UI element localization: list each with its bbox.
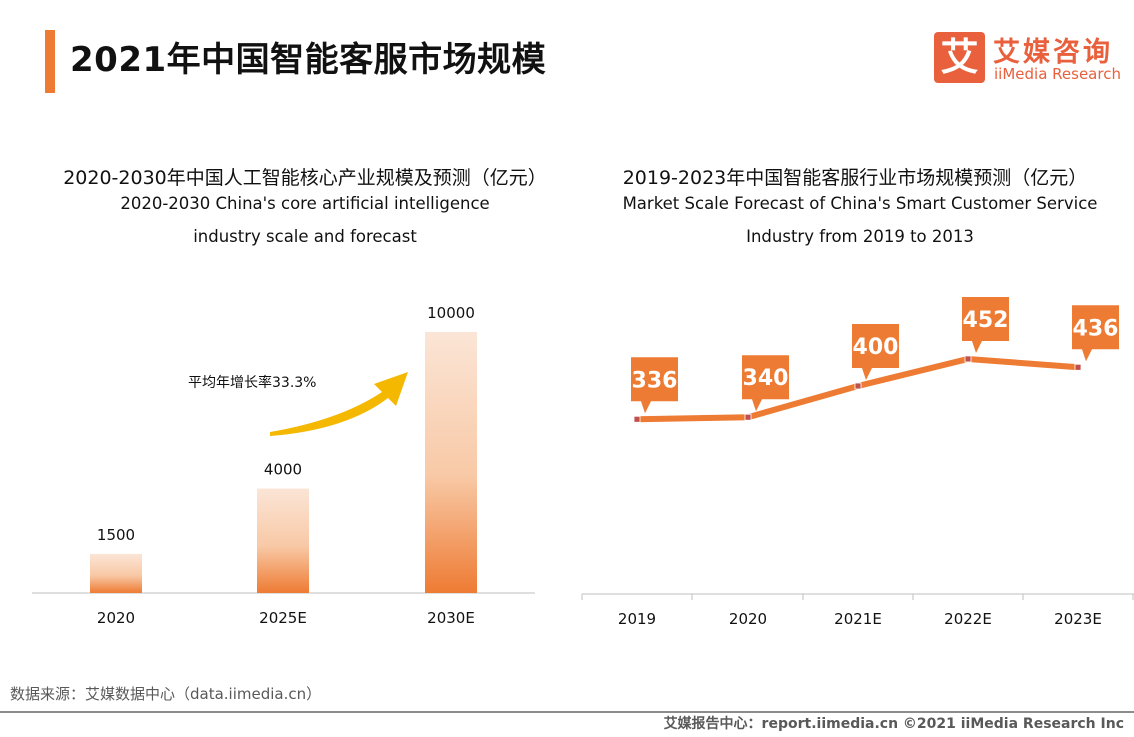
data-point <box>854 382 862 390</box>
data-point <box>744 413 752 421</box>
footer-copyright: 艾媒报告中心：report.iimedia.cn ©2021 iiMedia R… <box>663 716 1124 732</box>
brand-logo: 艾 艾媒咨询 iiMedia Research <box>934 32 1134 84</box>
callout-box <box>631 357 678 414</box>
x-tick-label: 2019 <box>618 610 656 628</box>
callout-value-label: 452 <box>963 308 1009 333</box>
growth-rate-annotation: 平均年增长率33.3% <box>188 374 316 391</box>
series-line <box>634 355 1081 423</box>
x-tick-label: 2020 <box>97 609 135 627</box>
growth-arrow-icon <box>270 372 408 436</box>
callout-box <box>962 296 1009 353</box>
bar-value-label: 1500 <box>97 526 135 544</box>
data-source-note: 数据来源：艾媒数据中心（data.iimedia.cn） <box>10 685 322 703</box>
data-point <box>964 355 972 363</box>
footer-divider <box>0 711 1134 713</box>
bar-2020 <box>90 553 142 593</box>
x-tick-label: 2021E <box>834 610 882 628</box>
bar-value-label: 10000 <box>427 304 475 322</box>
callout-box <box>1072 305 1119 362</box>
x-tick-label: 2023E <box>1054 610 1102 628</box>
logo-name-cn: 艾媒咨询 <box>993 37 1113 68</box>
title-accent-bar <box>45 30 55 93</box>
left-chart-title-cn: 2020-2030年中国人工智能核心产业规模及预测（亿元） <box>63 167 547 189</box>
page-title: 2021年中国智能客服市场规模 <box>70 40 547 80</box>
bar-value-label: 4000 <box>264 461 302 479</box>
logo-name-en: iiMedia Research <box>994 65 1121 83</box>
left-chart-title-en: 2020-2030 China's core artificial intell… <box>120 194 490 246</box>
callout-value-label: 436 <box>1073 316 1119 341</box>
x-tick-label: 2025E <box>259 609 307 627</box>
x-tick-label: 2022E <box>944 610 992 628</box>
logo-mark-icon: 艾 <box>934 32 985 83</box>
right-chart-title-en: Market Scale Forecast of China's Smart C… <box>622 194 1098 246</box>
callout-box <box>852 324 899 380</box>
data-point <box>1074 363 1082 371</box>
right-chart-title-cn: 2019-2023年中国智能客服行业市场规模预测（亿元） <box>622 167 1088 189</box>
callout-value-label: 400 <box>853 335 899 360</box>
callout-value-label: 336 <box>632 368 678 393</box>
x-tick-label: 2020 <box>729 610 767 628</box>
x-tick-label: 2030E <box>427 609 475 627</box>
bar-2025E <box>257 488 309 593</box>
data-point <box>633 415 641 423</box>
callout-value-label: 340 <box>743 366 789 391</box>
bar-2030E <box>425 332 477 593</box>
callout-box <box>742 355 789 412</box>
